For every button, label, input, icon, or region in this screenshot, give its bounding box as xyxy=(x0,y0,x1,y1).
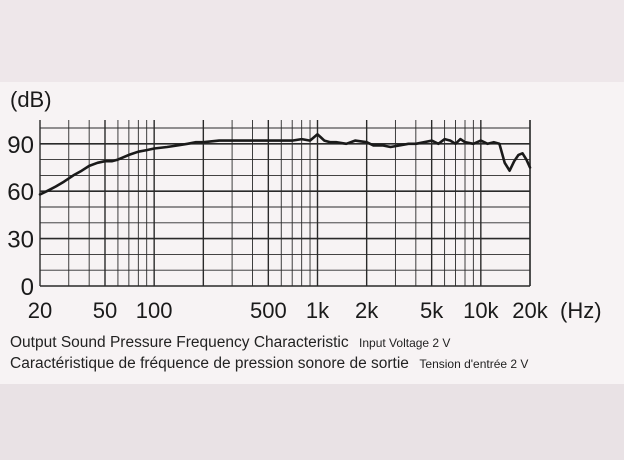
x-tick-label: 50 xyxy=(93,298,117,323)
photo-background-top xyxy=(0,0,624,82)
x-tick-label: 5k xyxy=(420,298,444,323)
x-tick-label: 1k xyxy=(306,298,330,323)
photo-background-bottom xyxy=(0,384,624,460)
chart-grid xyxy=(39,120,531,287)
response-curve xyxy=(38,133,532,196)
x-tick-label: 20 xyxy=(28,298,52,323)
caption-english-voltage: Input Voltage 2 V xyxy=(359,336,451,350)
x-tick-label: 20k xyxy=(512,298,548,323)
x-tick-label: 500 xyxy=(250,298,287,323)
caption-french: Caractéristique de fréquence de pression… xyxy=(10,355,528,373)
x-tick-label: 10k xyxy=(463,298,499,323)
x-tick-label: 2k xyxy=(355,298,379,323)
y-tick-label: 0 xyxy=(21,274,34,301)
response-curve-layer xyxy=(38,133,532,196)
caption-french-voltage: Tension d'entrée 2 V xyxy=(419,357,529,371)
caption-french-title: Caractéristique de fréquence de pression… xyxy=(10,355,409,372)
y-axis-tick-labels: 0 30 60 90 xyxy=(7,132,34,301)
y-axis-label: (dB) xyxy=(10,87,52,112)
caption-english: Output Sound Pressure Frequency Characte… xyxy=(10,334,450,352)
chart-panel xyxy=(0,82,624,384)
y-tick-label: 90 xyxy=(7,132,34,159)
x-axis-unit-label: (Hz) xyxy=(560,298,602,323)
y-tick-label: 30 xyxy=(7,227,34,254)
caption-english-title: Output Sound Pressure Frequency Characte… xyxy=(10,334,349,351)
x-tick-label: 100 xyxy=(136,298,173,323)
y-tick-label: 60 xyxy=(7,179,34,206)
x-axis-tick-labels: 20 50 100 500 1k 2k 5k 10k 20k xyxy=(28,298,549,323)
